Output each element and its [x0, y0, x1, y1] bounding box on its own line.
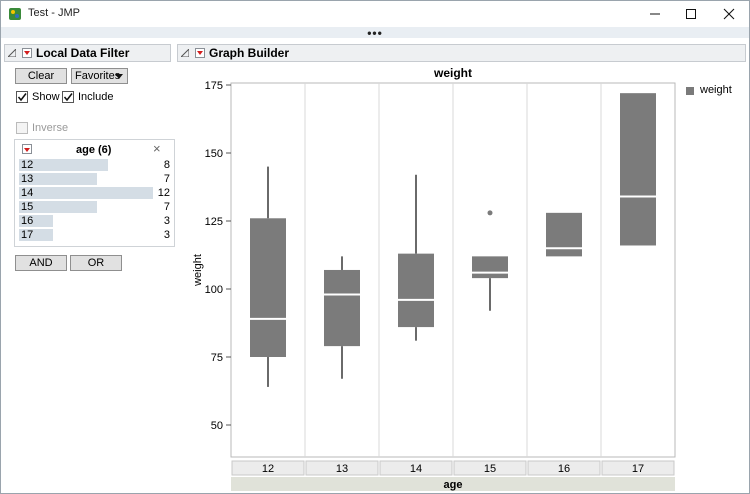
age-level-label: 17 — [21, 229, 34, 241]
box-16 — [546, 212, 582, 257]
x-tick-label: 16 — [558, 463, 570, 475]
favorites-dropdown[interactable]: Favorites — [71, 68, 128, 84]
include-label: Include — [78, 91, 114, 103]
clear-button[interactable]: Clear — [15, 68, 67, 84]
x-tick-label: 15 — [484, 463, 496, 475]
age-level-count: 3 — [163, 215, 170, 227]
show-checkbox[interactable] — [16, 91, 28, 103]
age-level-count: 3 — [163, 229, 170, 241]
weight-box-plot: weight 50 75 100 125 150 175 weight 12 13 14 15 16 17… — [192, 66, 676, 491]
age-menu-button[interactable] — [22, 144, 32, 154]
x-tick-label: 14 — [410, 463, 422, 475]
disclosure-triangle-icon[interactable] — [181, 49, 189, 57]
x-tick-label: 17 — [632, 463, 644, 475]
show-label: Show — [32, 91, 60, 103]
legend-weight-label: weight — [700, 84, 732, 96]
y-tick-label: 175 — [205, 80, 223, 92]
age-level-row[interactable]: 15 7 — [19, 201, 171, 213]
legend-weight-swatch — [686, 87, 694, 95]
include-checkbox[interactable] — [62, 91, 74, 103]
inverse-checkbox[interactable] — [16, 122, 28, 134]
filter-menu-button[interactable] — [22, 48, 32, 58]
graph-menu-button[interactable] — [195, 48, 205, 58]
age-level-row[interactable]: 13 7 — [19, 173, 171, 185]
box-13 — [324, 269, 360, 347]
y-tick-label: 150 — [205, 148, 223, 160]
maximize-button[interactable] — [673, 1, 709, 27]
age-level-label: 15 — [21, 201, 34, 213]
x-axis-title-strip — [231, 477, 675, 491]
box-17 — [620, 93, 656, 246]
graph-builder-header: Graph Builder — [177, 44, 746, 62]
window-title: Test - JMP — [28, 7, 80, 19]
jmp-app-icon — [9, 8, 21, 20]
age-level-row[interactable]: 17 3 — [19, 229, 171, 241]
remove-filter-icon[interactable]: × — [153, 141, 161, 156]
dropdown-arrow-icon — [115, 74, 123, 79]
box-14 — [398, 253, 434, 328]
or-button[interactable]: OR — [70, 255, 122, 271]
disclosure-triangle-icon[interactable] — [8, 49, 16, 57]
y-tick-label: 75 — [211, 352, 223, 364]
close-icon — [723, 8, 735, 20]
favorites-label: Favorites — [75, 70, 121, 82]
age-level-row[interactable]: 14 12 — [19, 187, 171, 199]
red-triangle-icon — [24, 148, 30, 152]
y-axis-label: weight — [192, 254, 204, 287]
age-column-title: age (6) — [76, 144, 112, 156]
age-level-count: 8 — [163, 159, 170, 171]
box-12 — [250, 218, 286, 357]
age-filter-panel: age (6) × 12 8 13 7 14 12 15 7 16 3 17 3 — [14, 139, 175, 247]
age-level-count-bar — [19, 159, 108, 171]
graph-header-title: Graph Builder — [209, 46, 290, 60]
x-tick-label: 13 — [336, 463, 348, 475]
local-data-filter-header: Local Data Filter — [4, 44, 171, 62]
minimize-button[interactable] — [637, 1, 673, 27]
splitter-grip[interactable]: ••• — [1, 25, 749, 40]
age-level-count: 7 — [163, 173, 170, 185]
age-level-label: 16 — [21, 215, 34, 227]
x-category-cell — [527, 460, 601, 476]
checkmark-icon — [63, 93, 73, 102]
x-category-cell — [379, 460, 453, 476]
filter-header-title: Local Data Filter — [36, 46, 130, 60]
age-level-count: 7 — [163, 201, 170, 213]
x-category-cell — [231, 460, 305, 476]
y-tick-label: 50 — [211, 420, 223, 432]
checkmark-icon — [17, 93, 27, 102]
x-category-cell — [601, 460, 675, 476]
box-15 — [472, 256, 508, 279]
maximize-icon — [686, 9, 696, 19]
chart-title: weight — [433, 66, 472, 80]
x-category-cell — [453, 460, 527, 476]
age-level-count-bar — [19, 215, 53, 227]
age-level-label: 14 — [21, 187, 34, 199]
age-level-count-bar — [19, 201, 97, 213]
x-axis-label: age — [444, 479, 463, 491]
age-level-row[interactable]: 12 8 — [19, 159, 171, 171]
age-level-count-bar — [19, 229, 53, 241]
age-level-label: 13 — [21, 173, 34, 185]
close-window-button[interactable] — [711, 1, 747, 27]
minimize-icon — [650, 13, 660, 15]
title-bar: Test - JMP — [1, 1, 749, 27]
y-tick-label: 125 — [205, 216, 223, 228]
inverse-label: Inverse — [32, 122, 69, 134]
grip-dots-icon: ••• — [367, 25, 383, 40]
age-level-row[interactable]: 16 3 — [19, 215, 171, 227]
age-level-label: 12 — [21, 159, 34, 171]
x-tick-label: 12 — [262, 463, 274, 475]
age-level-count: 12 — [157, 187, 170, 199]
y-tick-label: 100 — [205, 284, 223, 296]
outlier-point — [487, 210, 493, 216]
x-category-cell — [305, 460, 379, 476]
and-button[interactable]: AND — [15, 255, 67, 271]
age-level-count-bar — [19, 187, 153, 199]
age-level-count-bar — [19, 173, 97, 185]
